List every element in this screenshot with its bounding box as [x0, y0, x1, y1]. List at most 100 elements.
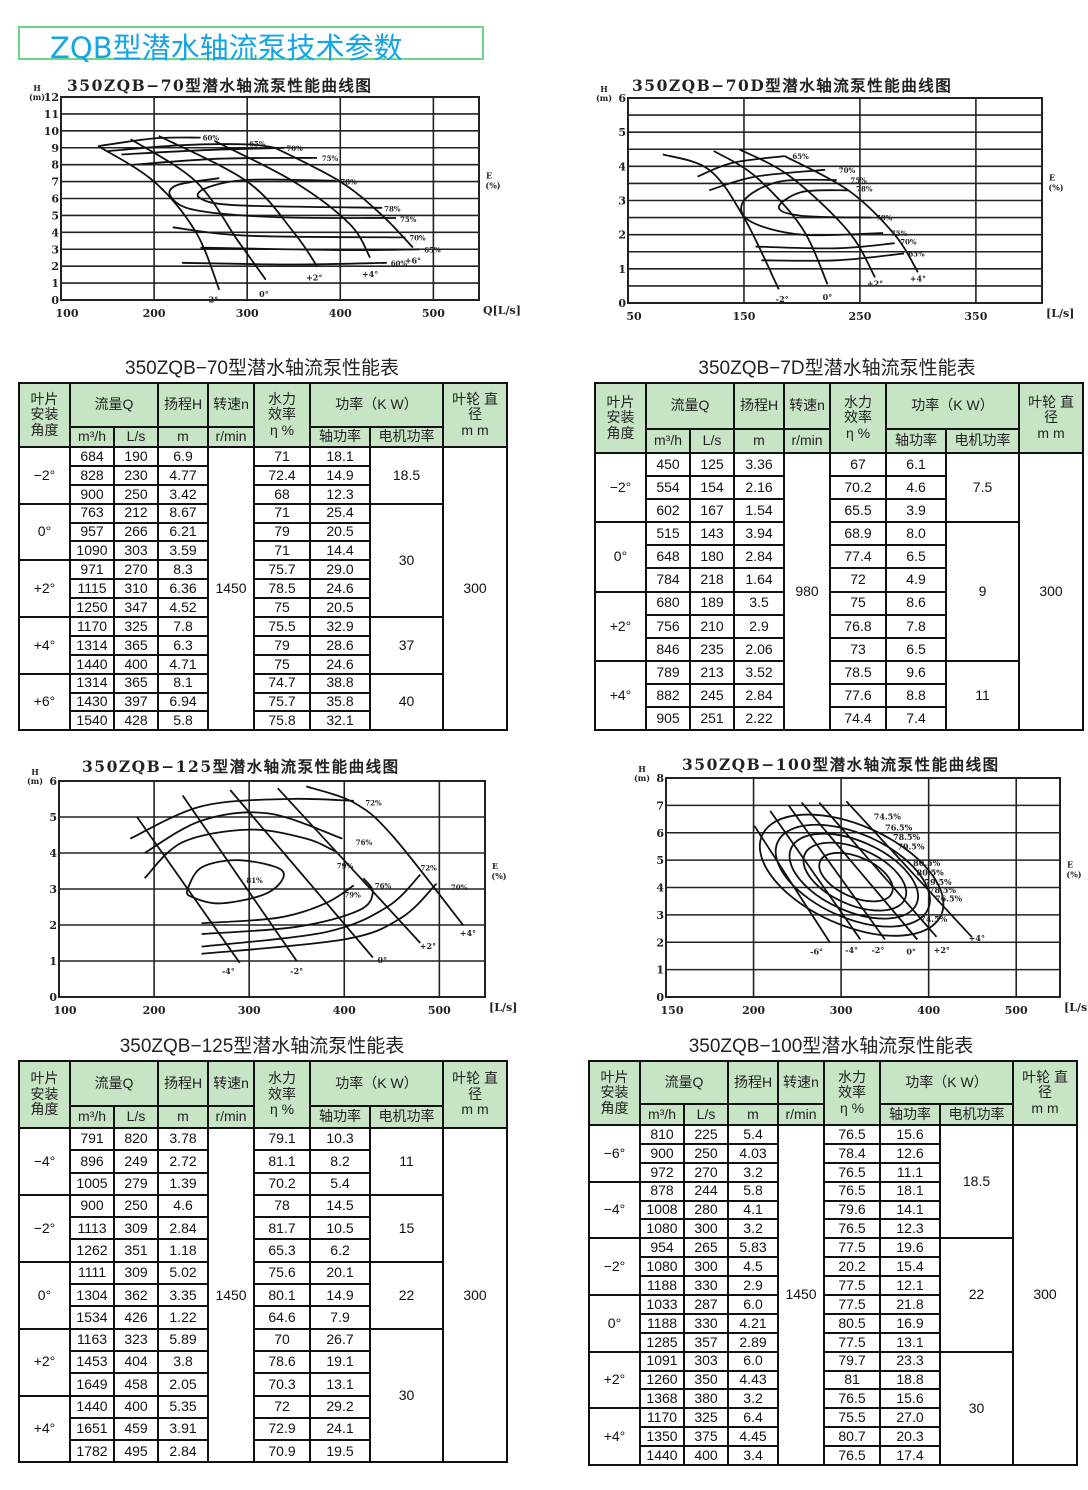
header-speed: 转速n: [207, 382, 256, 428]
e-axis-unit: (%): [485, 181, 500, 191]
flow-m3h-cell: 648: [645, 544, 691, 570]
blade-angle-curve: [713, 150, 829, 285]
efficiency-cell: 81.1: [253, 1149, 312, 1174]
shaft-power-cell: 19.6: [879, 1237, 942, 1259]
efficiency-cell: 78.4: [823, 1142, 882, 1164]
performance-table-70: 叶片安装角度 流量Q 扬程H 转速n 水力效率 η % 功率（K W） 叶轮 直径…: [18, 382, 509, 732]
unit-ls: L/s: [688, 428, 736, 454]
flow-ls-cell: 210: [688, 613, 736, 639]
flow-m3h-cell: 1262: [69, 1238, 115, 1263]
header-shaft-power: 轴功率: [879, 1103, 942, 1126]
x-tick-label: 350: [964, 310, 987, 323]
unit-ls: L/s: [112, 426, 160, 448]
head-cell: 5.4: [727, 1124, 780, 1145]
header-shaft-power: 轴功率: [309, 1105, 372, 1129]
table-row: 1188 330 2.9 77.5 12.1: [589, 1275, 1077, 1297]
efficiency-label: 65%: [908, 249, 925, 258]
head-cell: 2.84: [733, 682, 786, 709]
y-tick-label: 7: [656, 799, 664, 812]
x-tick-label: 300: [830, 1004, 853, 1017]
efficiency-cell: 76.5: [823, 1161, 882, 1183]
blade-angle-curve: [818, 802, 938, 938]
shaft-power-cell: 12.6: [879, 1142, 942, 1164]
shaft-power-cell: 7.9: [309, 1305, 372, 1330]
table-row: 1188 330 4.21 80.5 16.9: [589, 1312, 1077, 1334]
blade-angle-curve: [158, 135, 318, 267]
flow-m3h-cell: 1540: [69, 710, 115, 732]
head-cell: 8.3: [157, 559, 210, 581]
flow-ls-cell: 154: [688, 475, 736, 501]
flow-ls-cell: 249: [112, 1149, 160, 1174]
header-shaft-power: 轴功率: [309, 426, 372, 448]
header-head: 扬程H: [727, 1060, 780, 1105]
efficiency-cell: 65.5: [829, 498, 888, 524]
shaft-power-cell: 14.9: [309, 1283, 372, 1308]
head-cell: 6.36: [157, 578, 210, 600]
efficiency-curve: [133, 157, 318, 166]
header-head: 扬程H: [157, 1060, 210, 1107]
motor-power-cell: 40: [369, 672, 445, 732]
flow-ls-cell: 375: [682, 1426, 730, 1448]
motor-power-cell: 30: [939, 1350, 1015, 1467]
efficiency-cell: 72.4: [253, 464, 312, 486]
blade-angle-label: +4°: [460, 928, 476, 938]
table-row: 784 218 1.64 72 4.9: [595, 567, 1083, 593]
flow-m3h-cell: 1170: [69, 616, 115, 637]
efficiency-curve: [143, 828, 336, 879]
efficiency-curve: [98, 136, 201, 147]
blade-angle-curve: [214, 140, 371, 259]
flow-m3h-cell: 1649: [69, 1372, 115, 1397]
performance-table-70d: 叶片安装角度 流量Q 扬程H 转速n 水力效率 η % 功率（K W） 叶轮 直径…: [594, 382, 1085, 732]
blade-angle-curve: [305, 785, 464, 926]
shaft-power-cell: 27.0: [879, 1407, 942, 1429]
flow-m3h-cell: 905: [645, 706, 691, 732]
table-row: −2° 450 125 3.36 980 67 6.1 7.5 300: [594, 451, 1085, 732]
efficiency-label: 80.5%: [913, 858, 940, 868]
head-cell: 8.67: [157, 502, 210, 524]
efficiency-cell: 77.5: [823, 1237, 882, 1259]
unit-m3h: m³/h: [639, 1103, 685, 1126]
flow-ls-cell: 495: [112, 1439, 160, 1464]
shaft-power-cell: 28.6: [309, 634, 372, 656]
flow-ls-cell: 251: [688, 706, 736, 732]
efficiency-curve: [185, 859, 285, 905]
blade-angle-cell: −6°: [588, 1124, 641, 1183]
header-diameter: 叶轮 直径 m m: [1018, 382, 1085, 454]
table-row: 882 245 2.84 77.6 8.8: [595, 682, 1083, 709]
shaft-power-cell: 32.1: [309, 710, 372, 732]
y-tick-label: 2: [618, 229, 626, 242]
x-axis-unit: Q[L/s]: [483, 304, 521, 317]
shaft-power-cell: 6.5: [885, 544, 948, 570]
blade-angle-label: +4°: [910, 273, 926, 283]
flow-ls-cell: 428: [112, 710, 160, 732]
flow-m3h-cell: 756: [645, 613, 691, 639]
blade-angle-cell: +6°: [18, 672, 71, 732]
head-cell: 6.0: [727, 1294, 780, 1315]
e-axis-label: E: [492, 861, 498, 871]
flow-ls-cell: 143: [688, 521, 736, 547]
y-tick-label: 1: [618, 263, 626, 276]
efficiency-cell: 78: [253, 1193, 312, 1219]
table-row: 602 167 1.54 65.5 3.9: [595, 498, 1083, 524]
efficiency-label: 74.5%: [874, 811, 901, 821]
efficiency-curve: [697, 155, 785, 178]
efficiency-cell: 75.7: [253, 691, 312, 713]
flow-m3h-cell: 789: [645, 659, 691, 685]
flow-ls-cell: 125: [688, 451, 736, 478]
shaft-power-cell: 24.6: [309, 578, 372, 600]
flow-m3h-cell: 1115: [69, 578, 115, 600]
blade-angle-label: -6°: [810, 946, 823, 956]
blade-angle-cell: −2°: [18, 446, 71, 505]
efficiency-label: 75%: [400, 215, 417, 224]
efficiency-cell: 70: [253, 1327, 312, 1352]
blade-angle-cell: −4°: [18, 1127, 71, 1196]
x-tick-label: 100: [54, 1004, 77, 1017]
flow-m3h-cell: 1453: [69, 1349, 115, 1375]
head-cell: 3.8: [157, 1349, 210, 1375]
head-cell: 3.78: [157, 1126, 210, 1152]
e-axis-unit: (%): [1048, 183, 1063, 193]
flow-m3h-cell: 1188: [639, 1312, 685, 1334]
table-row: 1430 397 6.94 75.7 35.8: [19, 691, 507, 713]
shaft-power-cell: 19.5: [309, 1439, 372, 1464]
